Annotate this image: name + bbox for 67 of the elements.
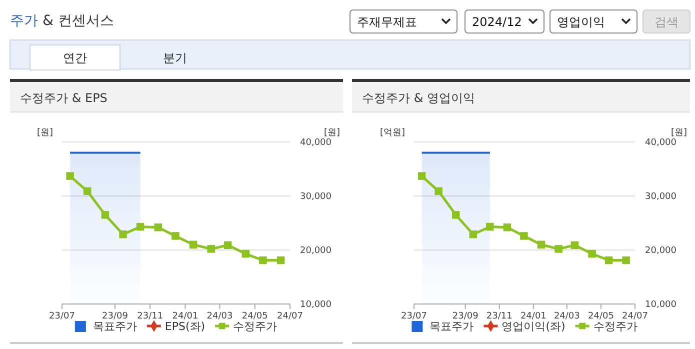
point — [276, 256, 285, 264]
y-tick-label: 20,000 — [645, 246, 677, 256]
y-tick-label: 40,000 — [645, 138, 677, 148]
text: 주가 & 컨센서스 — [10, 13, 114, 29]
point — [66, 172, 74, 180]
point — [83, 187, 92, 196]
point — [434, 187, 442, 196]
x-tick-label: 23/09 — [452, 311, 479, 322]
y-tick-label: 20,000 — [300, 246, 332, 256]
legend-label: EPS(좌) — [164, 320, 206, 333]
point — [224, 241, 232, 250]
point — [172, 232, 180, 240]
point — [207, 245, 215, 253]
x-tick-label: 24/05 — [588, 311, 614, 322]
x-tick-label: 24/05 — [242, 311, 268, 322]
chart-title: 수정주가 & EPS — [20, 91, 108, 105]
text: 주재무제표 — [357, 15, 417, 29]
text: 분기 — [163, 51, 187, 65]
point — [537, 240, 546, 248]
legend-label: 수정주가 — [233, 320, 278, 333]
legend-label: 목표주가 — [92, 320, 137, 333]
point — [570, 241, 579, 250]
x-tick-label: 23/11 — [486, 311, 512, 322]
x-tick-label: 24/01 — [520, 311, 546, 322]
x-tick-label: 23/09 — [102, 311, 128, 322]
legend-label: 목표주가 — [430, 320, 474, 333]
y-tick-label: 30,000 — [300, 192, 332, 202]
x-tick-label: 23/11 — [137, 311, 164, 322]
point — [604, 256, 613, 264]
x-tick-label: 24/03 — [554, 311, 580, 322]
text: 검색 — [654, 15, 678, 29]
point — [503, 223, 512, 232]
text: 2024/12 — [472, 15, 522, 29]
legend-label: 수정주가 — [593, 320, 638, 333]
point — [259, 256, 267, 264]
point — [486, 222, 494, 231]
y-axis-title: [원] — [324, 128, 340, 138]
point — [622, 256, 630, 264]
text: 영업이익 — [557, 15, 605, 29]
point — [520, 232, 528, 240]
point — [588, 250, 596, 258]
legend-label: 영업이익(좌) — [502, 320, 566, 333]
point — [469, 230, 478, 238]
point — [101, 211, 110, 219]
point — [452, 211, 460, 219]
y-tick-label: 40,000 — [300, 138, 332, 148]
text: 연간 — [63, 51, 87, 65]
chart-title: 수정주가 & 영업이익 — [362, 91, 475, 105]
x-tick-label: 24/07 — [622, 311, 648, 322]
x-tick-label: 24/01 — [172, 311, 198, 322]
y-tick-label: 10,000 — [645, 300, 677, 310]
point — [136, 222, 144, 231]
x-tick-label: 24/03 — [206, 311, 233, 322]
point — [119, 230, 127, 238]
x-tick-label: 24/07 — [277, 311, 303, 322]
y-tick-label: 10,000 — [300, 300, 332, 310]
text: [원] — [36, 128, 53, 138]
point — [189, 240, 198, 248]
x-tick-label: 23/07 — [49, 311, 75, 322]
point — [418, 172, 426, 180]
point — [554, 245, 562, 253]
point — [242, 250, 250, 258]
point — [154, 223, 162, 232]
y-tick-label: 30,000 — [645, 192, 677, 202]
y-axis-title: [원] — [670, 128, 687, 138]
text: [억원] — [380, 128, 405, 138]
x-tick-label: 23/07 — [401, 311, 427, 322]
